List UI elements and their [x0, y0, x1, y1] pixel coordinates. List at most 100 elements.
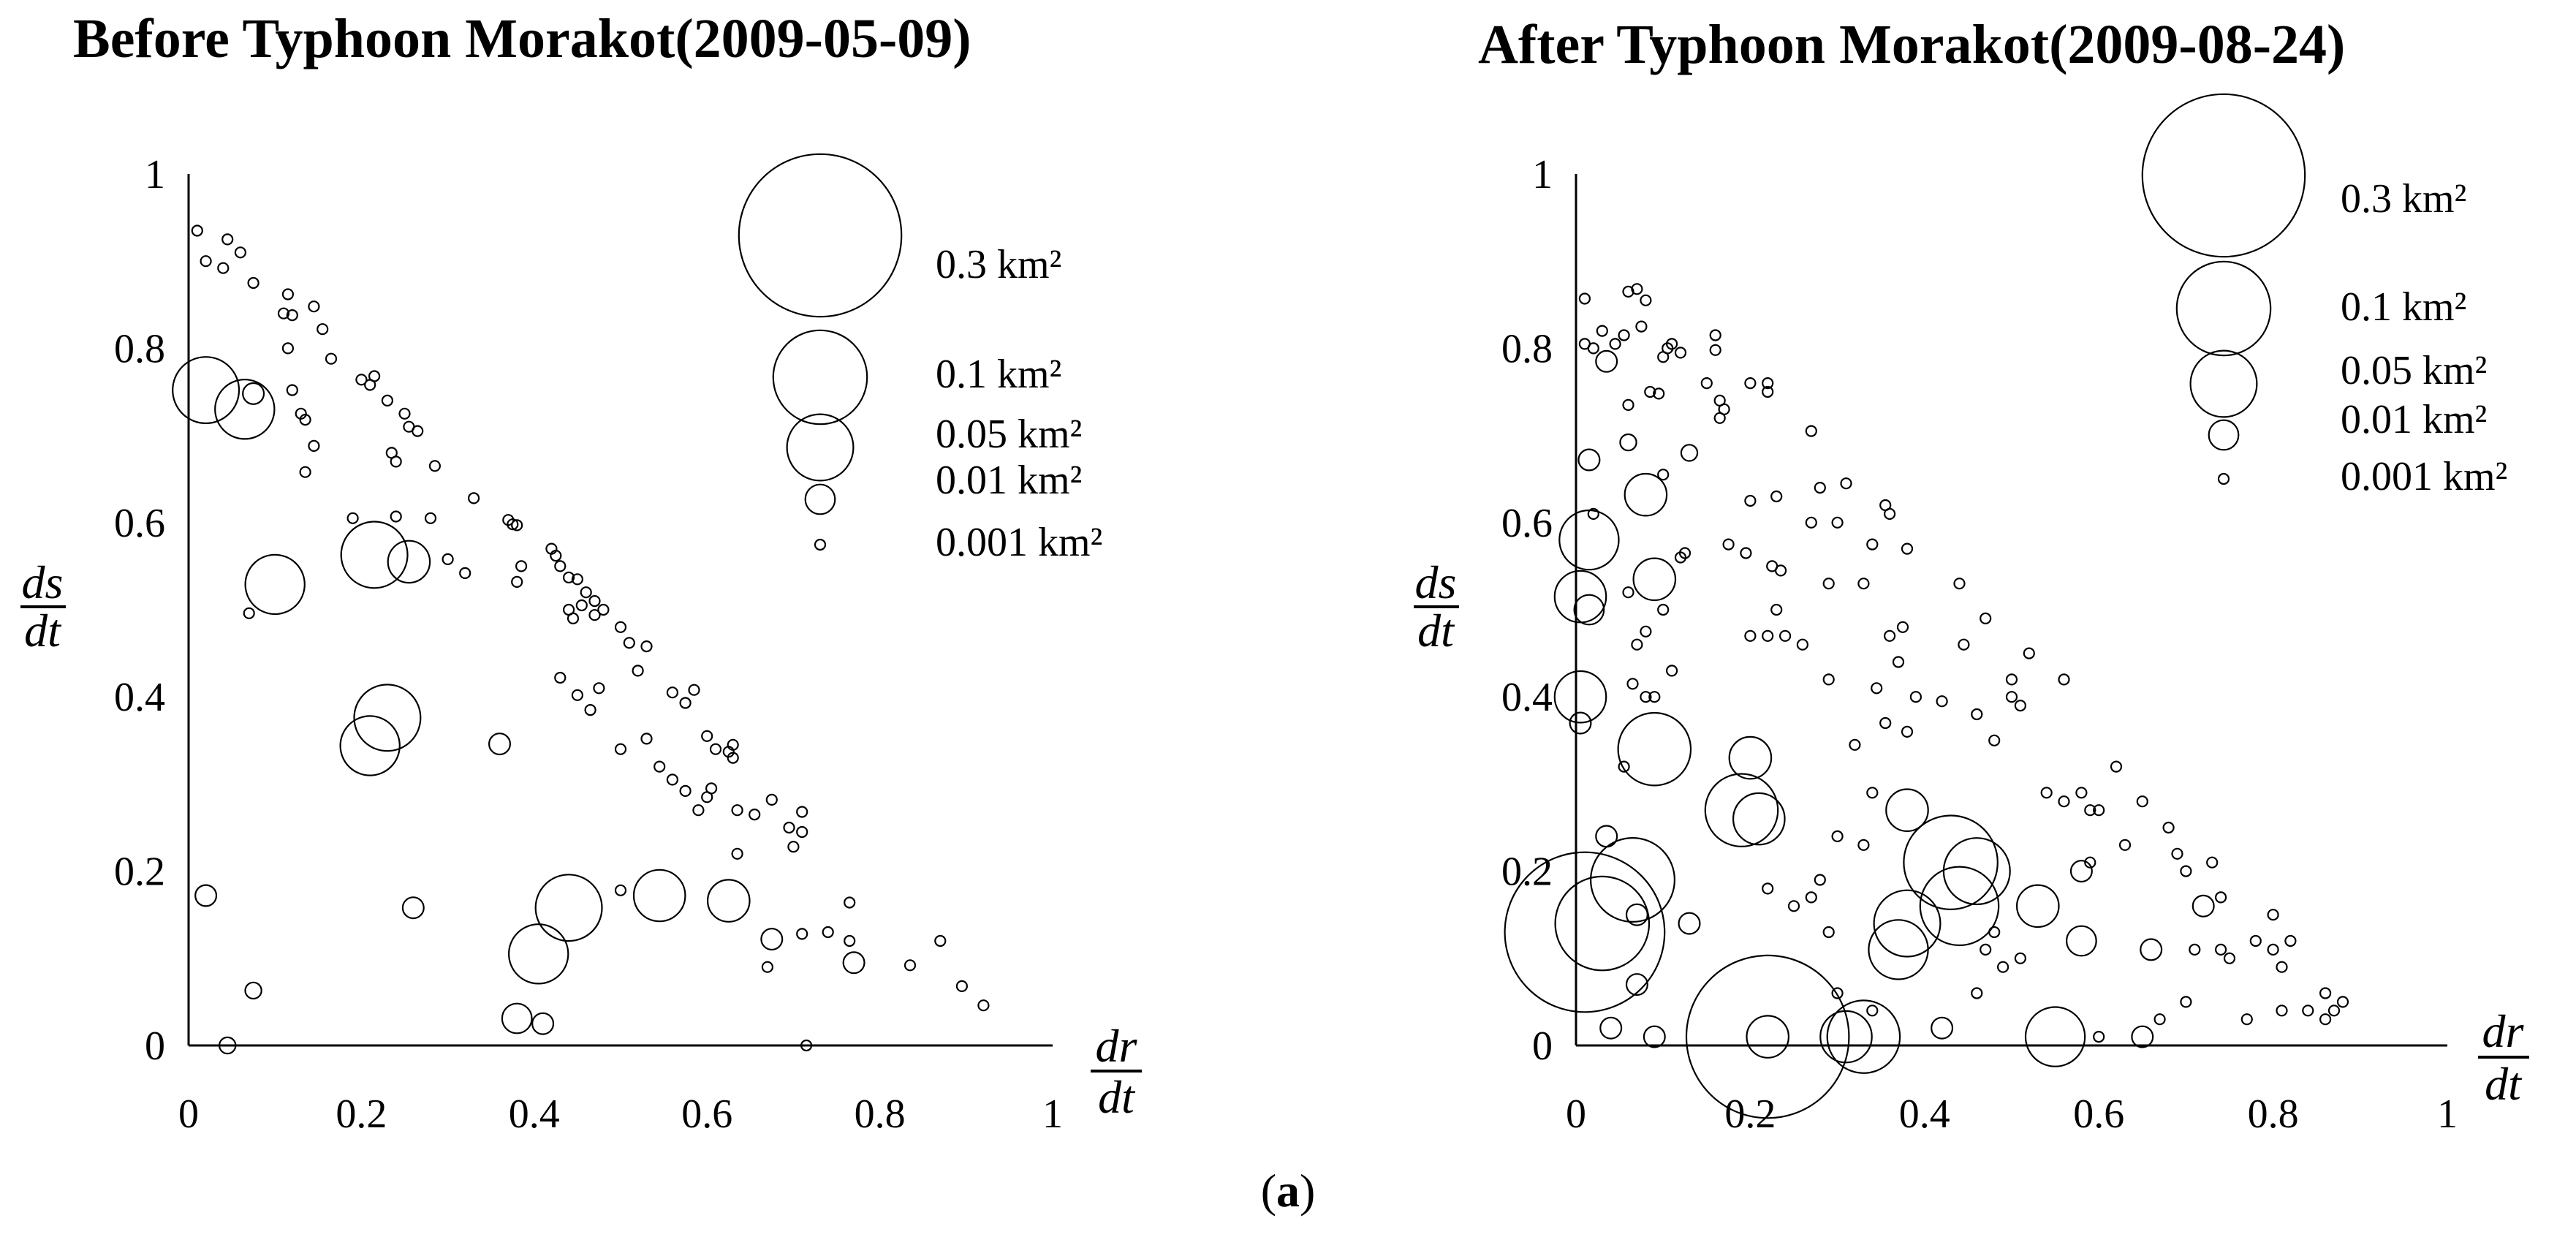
- data-point: [1822, 926, 1835, 939]
- data-point: [706, 879, 751, 923]
- data-point: [787, 841, 800, 853]
- data-point: [692, 804, 705, 817]
- data-point: [172, 356, 240, 425]
- x-tick-label: 1: [2437, 1092, 2458, 1137]
- data-point: [1631, 638, 1643, 651]
- data-point: [1871, 682, 1883, 695]
- data-point: [2005, 691, 2018, 703]
- data-point: [217, 262, 230, 274]
- data-point: [299, 466, 311, 478]
- data-point: [1857, 578, 1870, 590]
- data-point: [398, 407, 411, 420]
- data-point: [550, 549, 562, 562]
- data-point: [666, 773, 679, 786]
- data-point: [584, 703, 596, 716]
- data-point: [575, 599, 588, 612]
- data-point: [1653, 387, 1665, 400]
- data-point: [1674, 347, 1687, 359]
- chart-before-typhoon: Before Typhoon Morakot(2009-05-09) 00.20…: [20, 8, 1142, 1137]
- data-point: [191, 224, 203, 237]
- data-point: [1779, 629, 1792, 642]
- data-point: [1866, 787, 1879, 799]
- data-point: [1884, 629, 1896, 642]
- data-point: [1805, 891, 1817, 904]
- y-tick-label: 0: [1532, 1024, 1553, 1069]
- data-point: [1762, 377, 1774, 390]
- legend-circle: [2189, 349, 2258, 418]
- data-point: [2267, 943, 2279, 956]
- data-point: [1558, 509, 1620, 571]
- data-point: [1885, 788, 1929, 833]
- data-point: [1713, 412, 1726, 424]
- x-tick-label: 0.2: [336, 1092, 387, 1137]
- data-point: [2284, 934, 2297, 947]
- legend-label: 0.01 km²: [936, 458, 1082, 503]
- data-point: [632, 665, 644, 677]
- caption-close-paren: ): [1300, 1165, 1315, 1217]
- x-axis-label-denominator: dt: [2485, 1058, 2523, 1110]
- data-point: [640, 640, 653, 653]
- data-point: [534, 874, 603, 942]
- data-point: [632, 869, 686, 923]
- data-point: [428, 460, 442, 472]
- data-point: [593, 682, 605, 695]
- data-point: [1971, 987, 1983, 999]
- data-point: [1971, 708, 1983, 721]
- data-point: [1728, 735, 1773, 780]
- data-point: [1732, 792, 1786, 846]
- legend-label: 0.001 km²: [2341, 454, 2507, 499]
- data-point: [1622, 398, 1634, 412]
- data-point: [796, 806, 808, 818]
- data-point: [2276, 1005, 2288, 1017]
- data-point: [507, 518, 519, 531]
- data-point: [1640, 691, 1652, 703]
- data-point: [1666, 665, 1678, 677]
- data-point: [1884, 507, 1896, 521]
- data-point: [2171, 847, 2183, 860]
- data-point: [2016, 884, 2060, 928]
- data-point: [640, 733, 653, 745]
- y-axis-label-denominator: dt: [24, 605, 62, 657]
- data-point: [424, 512, 437, 524]
- data-point: [2180, 996, 2192, 1008]
- data-point: [1903, 814, 1999, 910]
- data-point: [1573, 594, 1605, 626]
- data-point: [1936, 695, 1948, 708]
- data-point: [1587, 507, 1599, 521]
- data-point: [749, 808, 761, 821]
- data-point: [1624, 472, 1668, 517]
- caption-letter: a: [1276, 1165, 1300, 1217]
- legend-label: 0.3 km²: [2341, 176, 2466, 222]
- legend-circle: [804, 483, 836, 515]
- data-point: [219, 1036, 237, 1055]
- data-point: [1997, 961, 2009, 973]
- data-point: [1625, 903, 1648, 926]
- data-point: [2249, 934, 2262, 947]
- y-axis-label-denominator: dt: [1417, 605, 1455, 657]
- data-point: [243, 607, 255, 619]
- data-point: [1896, 621, 1909, 633]
- data-point: [1678, 912, 1701, 935]
- data-point: [2023, 647, 2035, 659]
- data-point: [2058, 673, 2070, 686]
- data-point: [1617, 711, 1692, 787]
- data-point: [2065, 925, 2097, 957]
- legend-label: 0.1 km²: [2341, 284, 2466, 330]
- legend-circle: [2175, 260, 2272, 357]
- data-point: [2069, 860, 2093, 883]
- data-point: [705, 782, 718, 795]
- data-point: [317, 323, 329, 336]
- legend-label: 0.1 km²: [936, 352, 1061, 397]
- data-point: [1722, 538, 1735, 551]
- data-point: [1866, 1005, 1879, 1017]
- data-point: [1744, 494, 1757, 507]
- data-point: [800, 1039, 813, 1052]
- y-tick-label: 0.6: [1501, 501, 1553, 546]
- data-point: [353, 684, 422, 752]
- data-point: [390, 455, 402, 468]
- legend-circle: [2208, 419, 2240, 451]
- data-point: [2093, 804, 2105, 817]
